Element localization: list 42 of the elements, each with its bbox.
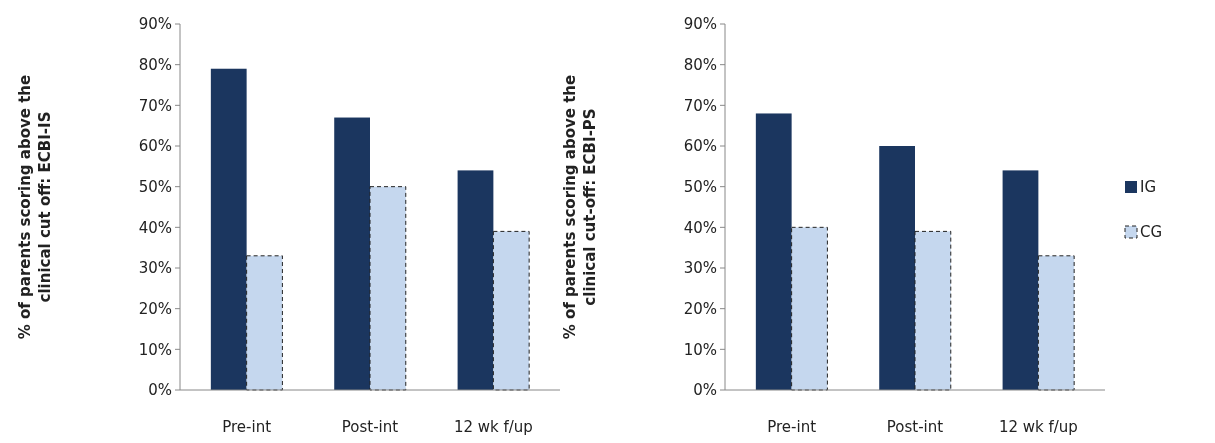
y-axis-title: % of parents scoring above the clinical cut-off: ECBI-PS [561, 74, 599, 340]
y-tick-label: 70% [138, 96, 172, 115]
y-tick-label: 80% [138, 55, 172, 74]
x-tick-label: Post-int [886, 418, 944, 436]
y-tick-label: 60% [683, 137, 717, 156]
x-tick-label: 12 wk f/up [453, 418, 533, 436]
bar [369, 186, 407, 391]
y-tick-label: 70% [683, 96, 717, 115]
y-tick-label: 90% [138, 15, 172, 34]
bar [914, 230, 952, 391]
y-tick-label: 10% [683, 340, 717, 359]
legend-label: CG [1140, 223, 1163, 242]
bar [246, 255, 283, 391]
y-tick-label: 20% [138, 299, 172, 318]
y-tick-label: 30% [683, 259, 717, 278]
bar [755, 113, 792, 390]
x-tick-label: Pre-int [222, 418, 272, 436]
y-tick-label: 10% [138, 340, 172, 359]
bar [210, 68, 247, 390]
legend-label: IG [1140, 178, 1157, 197]
y-tick-label: 0% [148, 381, 172, 400]
bar [457, 170, 494, 390]
y-tick-label: 60% [138, 137, 172, 156]
y-tick-label: 30% [138, 259, 172, 278]
y-tick-label: 50% [138, 177, 172, 196]
x-tick-label: Pre-int [767, 418, 817, 436]
y-tick-label: 90% [683, 15, 717, 34]
bar [334, 117, 370, 390]
x-tick-label: 12 wk f/up [998, 418, 1078, 436]
x-tick-label: Post-int [341, 418, 399, 436]
y-tick-label: 20% [683, 299, 717, 318]
bar [1002, 170, 1039, 390]
bar [492, 230, 530, 391]
bar [791, 226, 828, 391]
y-tick-label: 40% [138, 218, 172, 237]
bar [879, 146, 915, 390]
y-tick-label: 0% [693, 381, 717, 400]
y-tick-label: 50% [683, 177, 717, 196]
y-tick-label: 80% [683, 55, 717, 74]
y-axis-title: % of parents scoring above the clinical cut off: ECBI-IS [16, 74, 54, 340]
bar [1037, 255, 1075, 391]
y-tick-label: 40% [683, 218, 717, 237]
